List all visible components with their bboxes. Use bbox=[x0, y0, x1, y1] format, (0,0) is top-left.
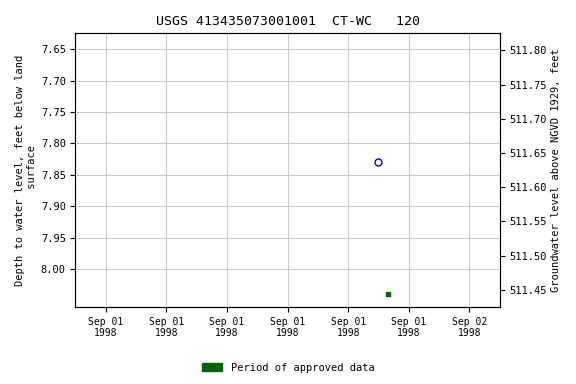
Y-axis label: Depth to water level, feet below land
 surface: Depth to water level, feet below land su… bbox=[15, 55, 37, 286]
Title: USGS 413435073001001  CT-WC   120: USGS 413435073001001 CT-WC 120 bbox=[156, 15, 419, 28]
Legend: Period of approved data: Period of approved data bbox=[198, 359, 378, 377]
Y-axis label: Groundwater level above NGVD 1929, feet: Groundwater level above NGVD 1929, feet bbox=[551, 48, 561, 292]
